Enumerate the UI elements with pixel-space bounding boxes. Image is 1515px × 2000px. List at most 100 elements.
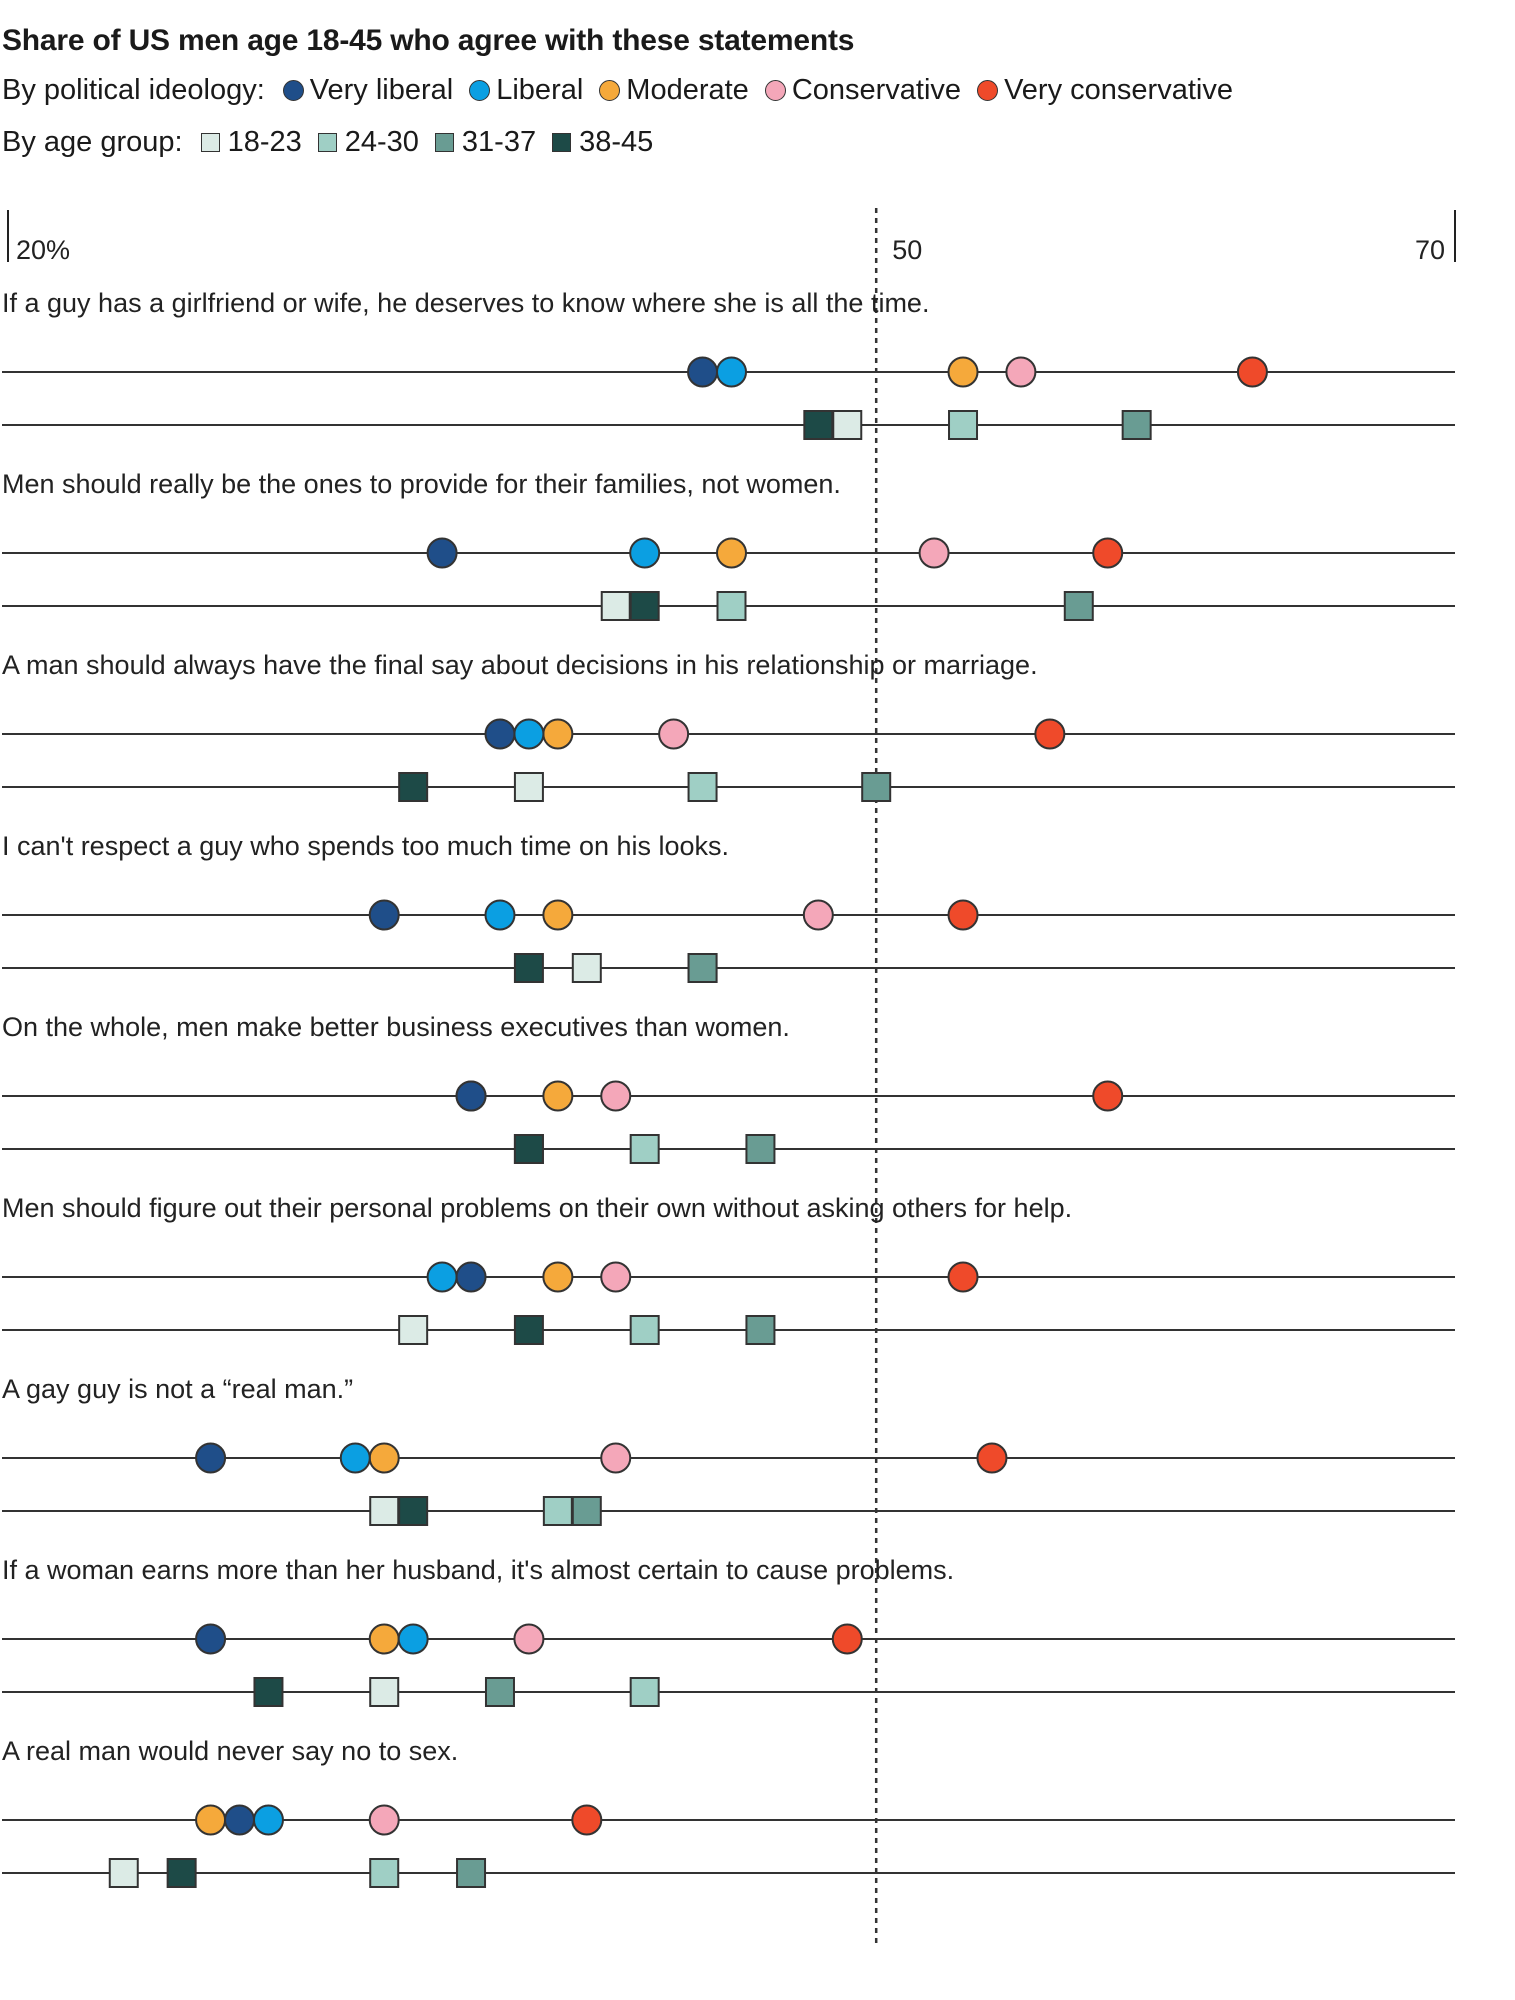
ideology-marker-very-conservative — [1236, 356, 1268, 388]
age-marker-18-23 — [398, 1315, 429, 1345]
age-marker-24-30 — [629, 1134, 660, 1164]
age-legend: By age group: 18-23 24-30 31-37 38-45 — [2, 126, 669, 159]
age-marker-18-23 — [108, 1858, 139, 1888]
ideology-marker-conservative — [918, 537, 950, 569]
x-tick-label: 70 — [1415, 235, 1445, 265]
age-marker-31-37 — [571, 1496, 602, 1526]
conservative-dot-icon — [764, 80, 786, 101]
ideology-marker-very-conservative — [947, 1261, 979, 1293]
moderate-dot-icon — [599, 80, 621, 101]
ideology-marker-conservative — [600, 1442, 632, 1474]
legend-item-very-liberal: Very liberal — [282, 74, 454, 107]
ideology-marker-moderate — [542, 1261, 574, 1293]
statement-label: If a guy has a girlfriend or wife, he de… — [2, 288, 929, 318]
age-31-37-square-icon — [434, 133, 454, 152]
age-marker-31-37 — [745, 1315, 776, 1345]
age-marker-38-45 — [629, 591, 660, 621]
legend-item-31-37: 31-37 — [434, 126, 537, 159]
legend-item-conservative: Conservative — [764, 74, 961, 107]
statement-label: On the whole, men make better business e… — [2, 1012, 790, 1042]
age-marker-38-45 — [513, 1134, 544, 1164]
ideology-marker-very-liberal — [687, 356, 719, 388]
ideology-marker-moderate — [368, 1442, 400, 1474]
age-marker-38-45 — [253, 1677, 284, 1707]
ideology-marker-liberal — [252, 1804, 284, 1836]
ideology-marker-very-conservative — [1092, 537, 1124, 569]
ideology-marker-very-liberal — [195, 1442, 227, 1474]
age-marker-31-37 — [745, 1134, 776, 1164]
ideology-marker-very-liberal — [224, 1804, 256, 1836]
statement-label: If a woman earns more than her husband, … — [2, 1555, 954, 1585]
age-marker-38-45 — [803, 410, 834, 440]
ideology-marker-very-conservative — [1092, 1080, 1124, 1112]
ideology-marker-liberal — [629, 537, 661, 569]
age-38-45-square-icon — [552, 133, 572, 152]
chart-title: Share of US men age 18-45 who agree with… — [2, 24, 855, 57]
ideology-marker-liberal — [426, 1261, 458, 1293]
ideology-marker-moderate — [716, 537, 747, 569]
age-marker-38-45 — [513, 1315, 544, 1345]
statement-label: Men should figure out their personal pro… — [2, 1193, 1072, 1223]
age-marker-31-37 — [1121, 410, 1152, 440]
ideology-marker-liberal — [513, 718, 545, 750]
legend-text: Liberal — [496, 74, 584, 106]
ideology-marker-moderate — [947, 356, 979, 388]
ideology-marker-very-liberal — [455, 1261, 487, 1293]
ideology-marker-conservative — [600, 1261, 632, 1293]
age-marker-18-23 — [571, 953, 602, 983]
age-marker-24-30 — [687, 772, 718, 802]
ideology-marker-conservative — [513, 1623, 545, 1655]
ideology-marker-moderate — [542, 899, 574, 931]
age-marker-18-23 — [369, 1677, 400, 1707]
chart-header: Share of US men age 18-45 who agree with… — [0, 0, 1515, 200]
age-marker-18-23 — [513, 772, 544, 802]
legend-text: 18-23 — [227, 126, 302, 158]
legend-item-18-23: 18-23 — [200, 126, 302, 159]
legend-item-38-45: 38-45 — [552, 126, 653, 159]
very-liberal-dot-icon — [282, 80, 304, 101]
ideology-marker-conservative — [1005, 356, 1037, 388]
ideology-legend: By political ideology: Very liberal Libe… — [2, 74, 1249, 107]
ideology-marker-very-conservative — [976, 1442, 1008, 1474]
age-marker-31-37 — [484, 1677, 515, 1707]
legend-text: Very liberal — [309, 74, 454, 106]
age-marker-31-37 — [687, 953, 718, 983]
age-marker-31-37 — [861, 772, 892, 802]
ideology-marker-moderate — [368, 1623, 400, 1655]
age-marker-31-37 — [456, 1858, 487, 1888]
age-marker-38-45 — [398, 1496, 429, 1526]
legend-text: Moderate — [626, 74, 749, 106]
liberal-dot-icon — [469, 80, 491, 101]
ideology-marker-conservative — [802, 899, 834, 931]
age-marker-24-30 — [716, 591, 747, 621]
age-marker-18-23 — [832, 410, 863, 440]
legend-text: 31-37 — [461, 126, 537, 158]
age-marker-18-23 — [600, 591, 631, 621]
ideology-marker-moderate — [542, 718, 574, 750]
age-marker-24-30 — [369, 1858, 400, 1888]
ideology-marker-very-conservative — [831, 1623, 863, 1655]
x-tick-label: 20% — [16, 235, 70, 265]
legend-item-24-30: 24-30 — [317, 126, 419, 159]
legend-item-very-conservative: Very conservative — [977, 74, 1233, 107]
ideology-marker-very-liberal — [426, 537, 458, 569]
age-18-23-square-icon — [200, 133, 220, 152]
age-marker-38-45 — [398, 772, 429, 802]
ideology-marker-liberal — [484, 899, 516, 931]
ideology-marker-conservative — [600, 1080, 632, 1112]
statement-label: A real man would never say no to sex. — [2, 1736, 458, 1766]
ideology-marker-liberal — [716, 356, 747, 388]
legend-text: 38-45 — [579, 126, 654, 158]
ideology-marker-moderate — [542, 1080, 574, 1112]
statement-label: A man should always have the final say a… — [2, 650, 1038, 680]
ideology-marker-very-liberal — [368, 899, 400, 931]
age-marker-24-30 — [948, 410, 979, 440]
ideology-marker-very-liberal — [195, 1623, 227, 1655]
age-marker-24-30 — [542, 1496, 573, 1526]
ideology-marker-moderate — [195, 1804, 227, 1836]
age-marker-24-30 — [629, 1315, 660, 1345]
age-marker-38-45 — [166, 1858, 197, 1888]
ideology-marker-very-conservative — [1034, 718, 1066, 750]
ideology-marker-liberal — [339, 1442, 371, 1474]
